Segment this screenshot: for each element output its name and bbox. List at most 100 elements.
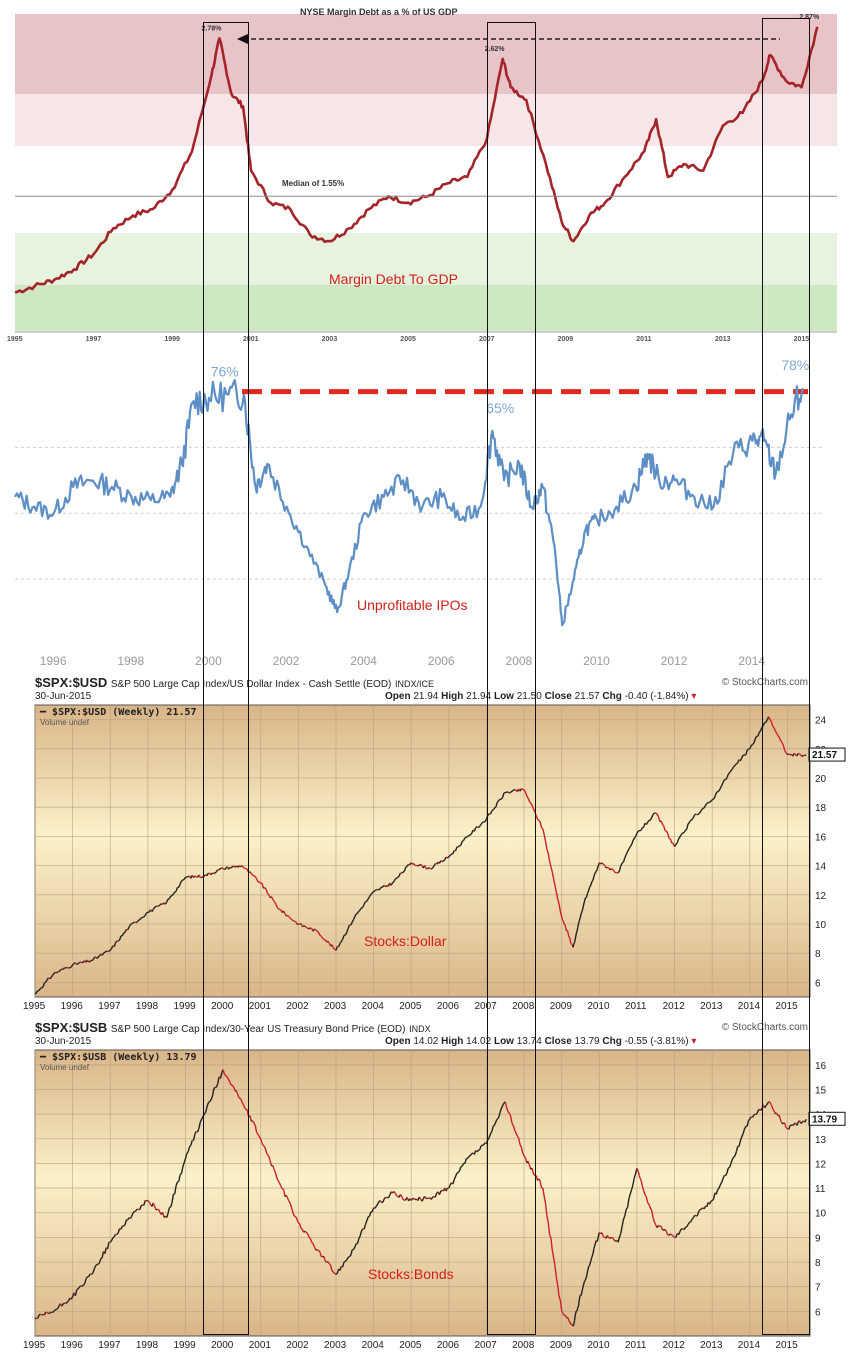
price-segment (204, 1106, 208, 1113)
spx-usb-chart: 161514131211109876 199519961997199819992… (23, 1049, 846, 1351)
low-value: 13.74 (516, 1036, 542, 1047)
price-segment (640, 1180, 643, 1186)
price-segment (621, 1219, 625, 1227)
price-segment (621, 861, 624, 864)
price-segment (184, 1153, 188, 1159)
price-segment (262, 1145, 266, 1148)
price-segment (276, 906, 279, 909)
price-segment (467, 834, 470, 838)
price-segment (543, 1196, 547, 1204)
price-segment (706, 802, 709, 805)
price-segment (576, 927, 579, 932)
price-segment (514, 788, 517, 791)
price-segment (55, 971, 59, 974)
price-segment (729, 1163, 732, 1168)
price-segment (688, 820, 692, 823)
price-segment (77, 962, 80, 965)
price-segment (588, 1261, 592, 1266)
price-segment (757, 732, 760, 737)
price-segment (378, 887, 381, 891)
price-segment (566, 930, 569, 934)
price-segment (544, 841, 548, 850)
price-segment (169, 1206, 171, 1209)
price-segment (590, 1257, 593, 1262)
x-tick-label: 2002 (273, 654, 300, 668)
price-segment (218, 868, 221, 871)
price-segment (117, 939, 121, 942)
price-segment (172, 891, 176, 895)
price-segment (180, 1166, 184, 1174)
price-segment (726, 774, 729, 778)
price-segment (738, 1140, 742, 1147)
price-segment (253, 1122, 257, 1127)
price-segment (92, 1269, 95, 1274)
x-tick-label: 2002 (286, 1340, 309, 1351)
symbol-header: $SPX:$USD S&P 500 Large Cap Index/US Dol… (35, 675, 434, 690)
price-segment (665, 830, 669, 835)
price-segment (328, 1263, 332, 1266)
price-segment (373, 1207, 376, 1210)
price-segment (95, 1264, 98, 1267)
price-segment (230, 1084, 233, 1087)
price-segment (225, 1075, 228, 1078)
price-segment (595, 868, 598, 872)
x-tick-label: 2009 (558, 336, 574, 343)
price-segment (148, 1201, 152, 1205)
price-segment (454, 846, 458, 852)
price-segment (164, 901, 168, 905)
price-segment (793, 752, 796, 755)
price-segment (249, 871, 252, 874)
price-segment (658, 1224, 661, 1227)
price-segment (598, 1231, 602, 1235)
x-tick-label: 2001 (249, 1001, 272, 1012)
price-segment (92, 957, 95, 961)
panel-caption: Stocks:Dollar (364, 933, 447, 949)
price-segment (192, 1133, 196, 1141)
price-segment (277, 1180, 281, 1184)
price-segment (307, 927, 310, 930)
y-tick-label: 10 (815, 920, 827, 931)
margin-debt-chart: NYSE Margin Debt as a % of US GDP Median… (7, 7, 837, 343)
price-segment (647, 1202, 650, 1205)
price-segment (405, 865, 408, 868)
price-segment (220, 867, 223, 870)
price-segment (460, 840, 463, 846)
price-segment (519, 788, 523, 792)
price-segment (709, 800, 712, 803)
price-segment (462, 837, 466, 841)
price-segment (38, 988, 41, 991)
price-segment (550, 866, 553, 873)
price-segment (758, 730, 762, 734)
price-segment (585, 896, 587, 899)
price-segment (657, 816, 661, 822)
price-segment (772, 725, 775, 729)
price-segment (417, 864, 420, 867)
price-segment (618, 865, 622, 871)
price-segment (730, 768, 733, 772)
price-segment (692, 814, 696, 818)
price-segment (647, 819, 650, 823)
price-segment (299, 922, 302, 925)
price-segment (555, 1276, 559, 1286)
price-segment (81, 1284, 84, 1287)
price-segment (154, 905, 157, 908)
stockcharts-brand: © StockCharts.com (721, 677, 808, 688)
price-segment (142, 916, 145, 919)
price-segment (53, 1309, 56, 1312)
price-segment (414, 1198, 417, 1201)
price-segment (300, 1227, 303, 1230)
price-segment (115, 940, 118, 944)
price-segment (597, 1232, 600, 1238)
price-segment (527, 797, 531, 802)
price-segment (257, 1133, 261, 1138)
price-segment (634, 833, 638, 837)
price-segment (461, 839, 464, 842)
price-segment (366, 898, 369, 902)
price-segment (418, 863, 422, 866)
price-segment (561, 1310, 564, 1313)
price-segment (747, 1118, 751, 1122)
plot-area (34, 704, 811, 998)
price-segment (132, 921, 135, 924)
price-segment (771, 1107, 775, 1112)
price-segment (256, 1132, 259, 1135)
